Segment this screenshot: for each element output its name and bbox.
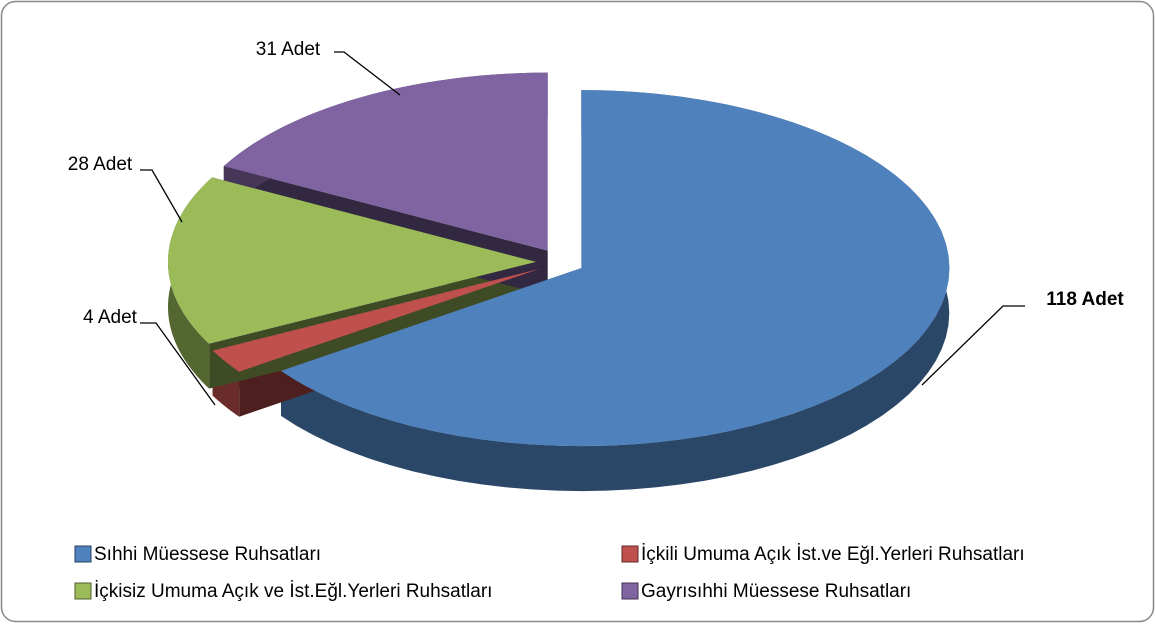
legend-label: Sıhhi Müessese Ruhsatları <box>94 544 321 565</box>
leader-line <box>140 169 183 223</box>
legend-swatch <box>621 582 639 600</box>
legend-swatch <box>74 582 92 600</box>
leader-line <box>334 51 401 96</box>
slice <box>280 90 950 447</box>
slice <box>223 72 548 251</box>
data-label: 4 Adet <box>83 307 138 328</box>
legend-label: İçkili Umuma Açık İst.ve Eğl.Yerleri Ruh… <box>641 544 1025 565</box>
legend-label: İçkisiz Umuma Açık ve İst.Eğl.Yerleri Ru… <box>94 581 492 602</box>
slice <box>212 268 540 372</box>
data-label: 28 Adet <box>68 154 133 175</box>
slice <box>168 177 537 344</box>
legend-swatch <box>621 545 639 563</box>
leader-line <box>921 305 1025 386</box>
data-label: 31 Adet <box>256 39 321 60</box>
data-label: 118 Adet <box>1046 289 1124 310</box>
leader-line <box>140 322 216 406</box>
legend-swatch <box>74 545 92 563</box>
legend-label: Gayrısıhhi Müessese Ruhsatları <box>641 581 911 602</box>
